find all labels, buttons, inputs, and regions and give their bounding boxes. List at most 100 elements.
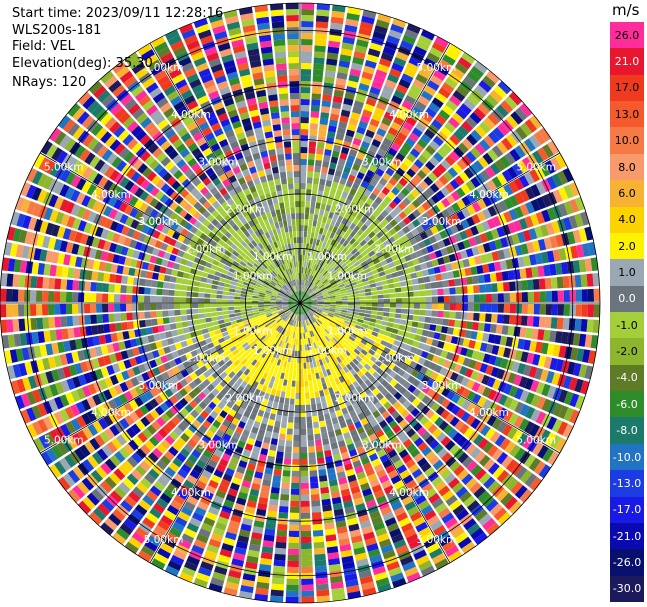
velocity-gate xyxy=(449,295,456,303)
velocity-gate xyxy=(349,222,357,230)
velocity-gate xyxy=(168,282,176,290)
velocity-gate xyxy=(348,325,355,331)
velocity-gate xyxy=(318,240,324,247)
velocity-gate xyxy=(421,112,434,123)
velocity-gate xyxy=(390,121,402,132)
velocity-gate xyxy=(314,39,327,47)
velocity-gate xyxy=(223,287,230,292)
velocity-gate xyxy=(411,321,419,328)
velocity-gate xyxy=(475,372,485,383)
velocity-gate xyxy=(343,97,354,106)
velocity-gate xyxy=(450,261,459,270)
velocity-gate xyxy=(72,315,80,326)
velocity-gate xyxy=(303,285,307,292)
velocity-gate xyxy=(517,362,526,375)
velocity-gate xyxy=(466,402,477,414)
velocity-gate xyxy=(368,279,376,285)
velocity-gate xyxy=(198,303,205,308)
velocity-gate xyxy=(301,332,304,339)
velocity-gate xyxy=(441,104,454,116)
velocity-gate xyxy=(120,294,127,303)
velocity-gate xyxy=(213,275,220,281)
velocity-gate xyxy=(383,298,390,303)
velocity-gate xyxy=(412,354,421,363)
velocity-gate xyxy=(416,215,426,225)
velocity-gate xyxy=(440,326,449,334)
velocity-gate xyxy=(525,406,536,420)
velocity-gate xyxy=(427,331,435,339)
velocity-gate xyxy=(337,183,345,191)
velocity-gate xyxy=(409,252,418,260)
velocity-gate xyxy=(96,303,103,313)
velocity-gate xyxy=(324,76,335,84)
velocity-gate xyxy=(542,448,554,463)
velocity-gate xyxy=(320,112,330,120)
velocity-gate xyxy=(365,97,377,107)
velocity-gate xyxy=(511,337,520,349)
velocity-gate xyxy=(267,510,278,518)
velocity-gate xyxy=(287,416,294,423)
velocity-gate xyxy=(371,310,378,315)
velocity-gate xyxy=(84,281,92,292)
velocity-gate xyxy=(335,303,342,306)
velocity-gate xyxy=(497,80,512,95)
velocity-gate xyxy=(363,235,372,243)
velocity-gate xyxy=(395,152,406,162)
velocity-gate xyxy=(543,237,553,250)
velocity-gate xyxy=(485,343,494,354)
velocity-gate xyxy=(398,324,406,331)
velocity-gate xyxy=(288,536,299,543)
velocity-gate xyxy=(72,303,79,314)
velocity-gate xyxy=(310,105,320,112)
velocity-gate xyxy=(550,277,558,289)
velocity-gate xyxy=(320,313,327,318)
velocity-gate xyxy=(307,434,314,441)
velocity-gate xyxy=(530,184,541,198)
velocity-gate xyxy=(429,156,440,167)
velocity-gate xyxy=(30,290,37,302)
velocity-gate xyxy=(234,309,241,314)
velocity-gate xyxy=(479,284,486,293)
velocity-gate xyxy=(316,589,330,597)
velocity-gate xyxy=(293,434,300,441)
velocity-gate xyxy=(417,322,425,329)
velocity-gate xyxy=(281,385,287,392)
velocity-gate xyxy=(301,57,312,64)
velocity-gate xyxy=(335,308,342,312)
velocity-gate xyxy=(342,278,350,284)
velocity-gate xyxy=(557,421,569,436)
velocity-gate xyxy=(389,210,398,219)
velocity-gate xyxy=(305,243,310,250)
velocity-gate xyxy=(275,414,282,422)
velocity-gate xyxy=(431,310,438,317)
velocity-gate xyxy=(346,206,354,215)
velocity-gate xyxy=(372,258,381,265)
velocity-gate xyxy=(323,280,330,286)
velocity-gate xyxy=(310,283,316,289)
velocity-gate xyxy=(394,182,404,192)
velocity-gate xyxy=(310,482,319,489)
velocity-gate xyxy=(562,275,570,289)
velocity-gate xyxy=(315,153,323,161)
velocity-gate xyxy=(300,470,309,477)
velocity-gate xyxy=(307,368,311,375)
velocity-gate xyxy=(431,41,446,53)
velocity-gate xyxy=(305,301,312,303)
velocity-gate xyxy=(287,380,292,387)
velocity-gate xyxy=(315,291,322,295)
velocity-gate xyxy=(376,367,384,375)
velocity-gate xyxy=(358,83,370,92)
velocity-gate xyxy=(291,464,300,471)
velocity-gate xyxy=(297,344,300,351)
velocity-gate xyxy=(54,304,61,315)
velocity-gate xyxy=(287,422,294,429)
velocity-gate xyxy=(344,318,352,323)
velocity-gate xyxy=(315,311,322,315)
velocity-gate xyxy=(207,273,215,280)
velocity-gate xyxy=(449,179,460,190)
velocity-gate xyxy=(527,303,534,315)
velocity-gate xyxy=(445,379,455,390)
velocity-gate xyxy=(270,438,278,446)
velocity-gate xyxy=(84,292,91,303)
velocity-gate xyxy=(402,207,412,216)
